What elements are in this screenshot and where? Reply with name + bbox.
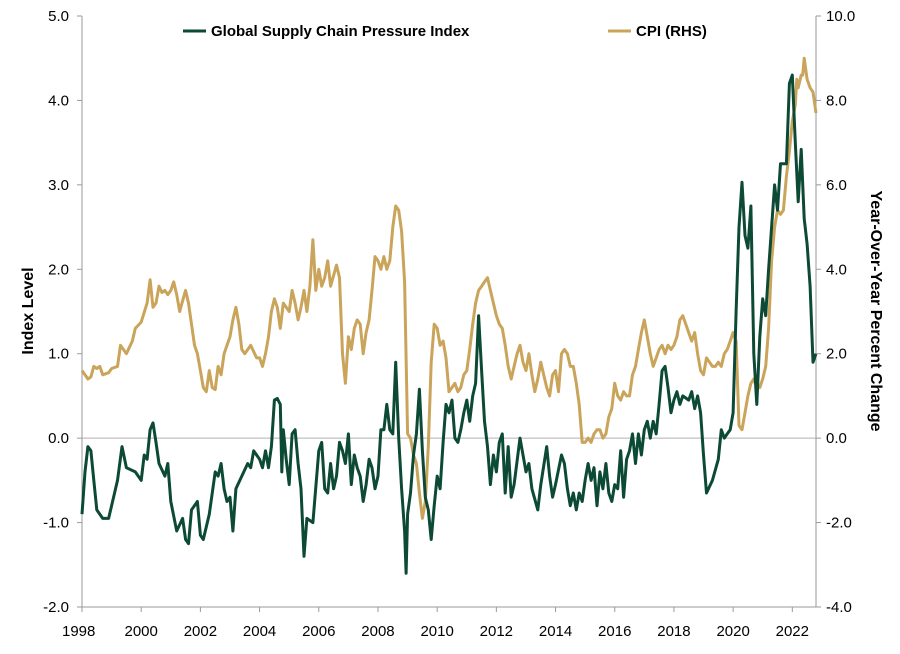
axis-ticks: -2.0 -1.0 0.0 1.0 2.0 3.0 4.0 5.0 -4.0 -2.0 0.0 2.0…	[43, 8, 855, 640]
y-tick-label-right: 4.0	[826, 261, 847, 278]
y-tick-label-right: 2.0	[826, 346, 847, 363]
legend: Global Supply Chain Pressure Index CPI (…	[183, 23, 707, 40]
y-tick-label-left: 4.0	[48, 92, 69, 109]
legend-label-gscpi: Global Supply Chain Pressure Index	[211, 23, 470, 40]
y-tick-label-right: 8.0	[826, 92, 847, 109]
legend-label-cpi: CPI (RHS)	[636, 23, 707, 40]
x-tick-label: 2004	[243, 623, 276, 640]
y-tick-label-right: -2.0	[826, 515, 852, 532]
y-tick-label-left: 5.0	[48, 8, 69, 25]
x-tick-label: 2010	[420, 623, 453, 640]
plot-area	[80, 16, 818, 608]
y-tick-label-left: -1.0	[43, 515, 69, 532]
y-tick-label-right: 10.0	[826, 8, 855, 25]
x-tick-label: 2002	[184, 623, 217, 640]
y-tick-label-left: 2.0	[48, 261, 69, 278]
y-axis-title-right: Year-Over-Year Percent Change	[867, 190, 884, 431]
y-tick-label-left: 3.0	[48, 177, 69, 194]
series-line-gscpi	[80, 73, 818, 575]
y-axis-title-left: Index Level	[20, 267, 37, 354]
x-tick-label: 2000	[125, 623, 158, 640]
x-tick-label: 2018	[657, 623, 690, 640]
x-tick-label: 2020	[716, 623, 749, 640]
x-tick-label: 2022	[776, 623, 809, 640]
x-tick-label: 2016	[598, 623, 631, 640]
x-tick-label: 2008	[361, 623, 394, 640]
x-tick-label: 1998	[62, 623, 95, 640]
x-tick-label: 2006	[302, 623, 335, 640]
series-line-cpi	[80, 56, 818, 520]
y-tick-label-right: 0.0	[826, 430, 847, 447]
x-tick-label: 2012	[480, 623, 513, 640]
y-tick-label-left: 0.0	[48, 430, 69, 447]
y-tick-label-left: -2.0	[43, 599, 69, 616]
y-tick-label-left: 1.0	[48, 346, 69, 363]
x-tick-label: 2014	[539, 623, 572, 640]
y-tick-label-right: -4.0	[826, 599, 852, 616]
y-tick-label-right: 6.0	[826, 177, 847, 194]
